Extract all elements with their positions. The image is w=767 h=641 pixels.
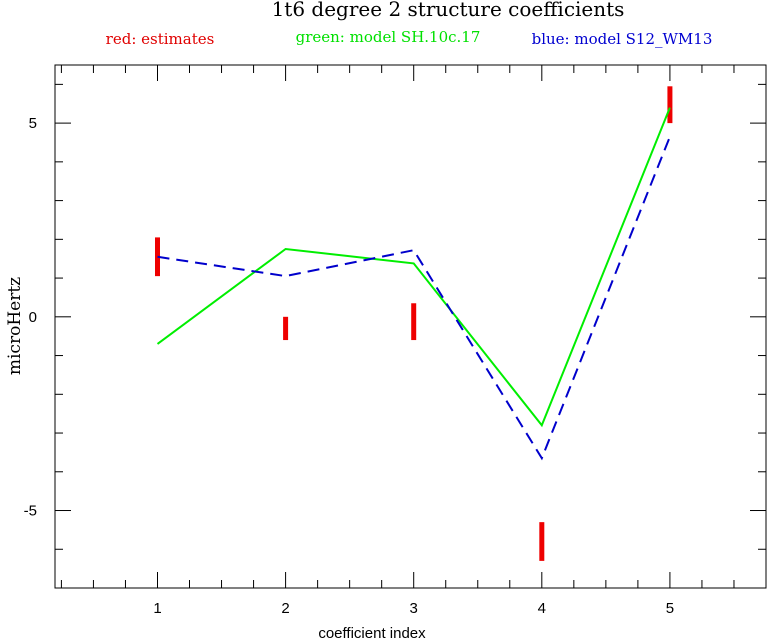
x-tick-label: 4 [538,600,546,617]
y-tick-label: 0 [29,309,37,326]
legend-entry-sh10c17: green: model SH.10c.17 [296,28,481,46]
y-axis-label: microHertz [5,277,25,375]
legend-entry-s12wm13: blue: model S12_WM13 [532,30,713,48]
x-tick-label: 2 [281,600,289,617]
x-axis-label: coefficient index [318,625,426,641]
axis-ticks [55,65,767,589]
series-line-model-sh-10c-17 [156,107,671,428]
axis-tick-labels: 1 2 3 4 5 -5 0 5 [24,115,674,617]
y-tick-label: -5 [24,503,37,520]
y-tick-label: 5 [29,115,37,132]
legend-entry-estimates: red: estimates [106,30,215,48]
series-layer [154,86,673,561]
chart-title: 1t6 degree 2 structure coefficients [272,0,625,21]
x-tick-label: 1 [153,600,161,617]
plot-frame [54,64,767,589]
x-tick-label: 3 [410,600,418,617]
series-line-model-s12-wm13 [157,136,671,461]
x-tick-label: 5 [666,600,674,617]
